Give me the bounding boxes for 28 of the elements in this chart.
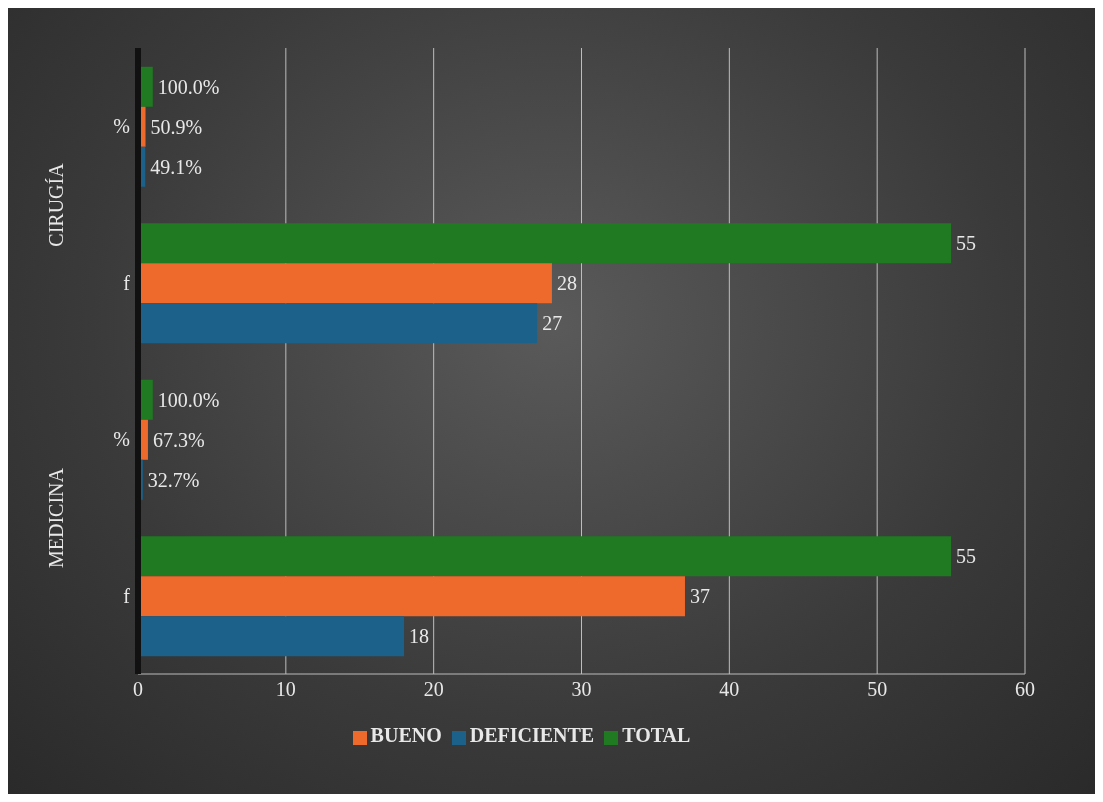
data-label: 32.7% bbox=[147, 468, 200, 491]
text: CIRUGÍA bbox=[44, 162, 68, 247]
data-label: 55 bbox=[956, 545, 977, 568]
x-tick-label: 10 bbox=[275, 678, 296, 701]
x-tick-label: 30 bbox=[571, 678, 592, 701]
data-label: 67.3% bbox=[152, 428, 205, 451]
data-label: 50.9% bbox=[150, 115, 203, 138]
legend-label: DEFICIENTE bbox=[469, 724, 595, 746]
data-label: 37 bbox=[689, 585, 710, 608]
legend-label: BUENO bbox=[370, 724, 442, 746]
data-label: 100.0% bbox=[157, 75, 220, 98]
y-tick-label: f bbox=[123, 584, 131, 607]
x-tick-label: 50 bbox=[867, 678, 888, 701]
x-tick-label: 0 bbox=[133, 678, 143, 701]
legend-label: TOTAL bbox=[622, 724, 691, 746]
y-tick-label: f bbox=[123, 271, 131, 294]
data-label: 18 bbox=[409, 625, 430, 648]
data-label: 55 bbox=[956, 232, 977, 255]
data-label: 28 bbox=[556, 272, 577, 295]
y-tick-label: % bbox=[113, 428, 130, 451]
data-label: 27 bbox=[542, 312, 563, 335]
x-tick-label: 60 bbox=[1015, 678, 1035, 701]
x-tick-label: 40 bbox=[719, 678, 740, 701]
data-label: 100.0% bbox=[157, 388, 220, 411]
y-tick-label: % bbox=[113, 115, 130, 138]
x-tick-label: 20 bbox=[423, 678, 444, 701]
text: MEDICINA bbox=[44, 467, 68, 568]
data-label: 49.1% bbox=[150, 155, 202, 178]
